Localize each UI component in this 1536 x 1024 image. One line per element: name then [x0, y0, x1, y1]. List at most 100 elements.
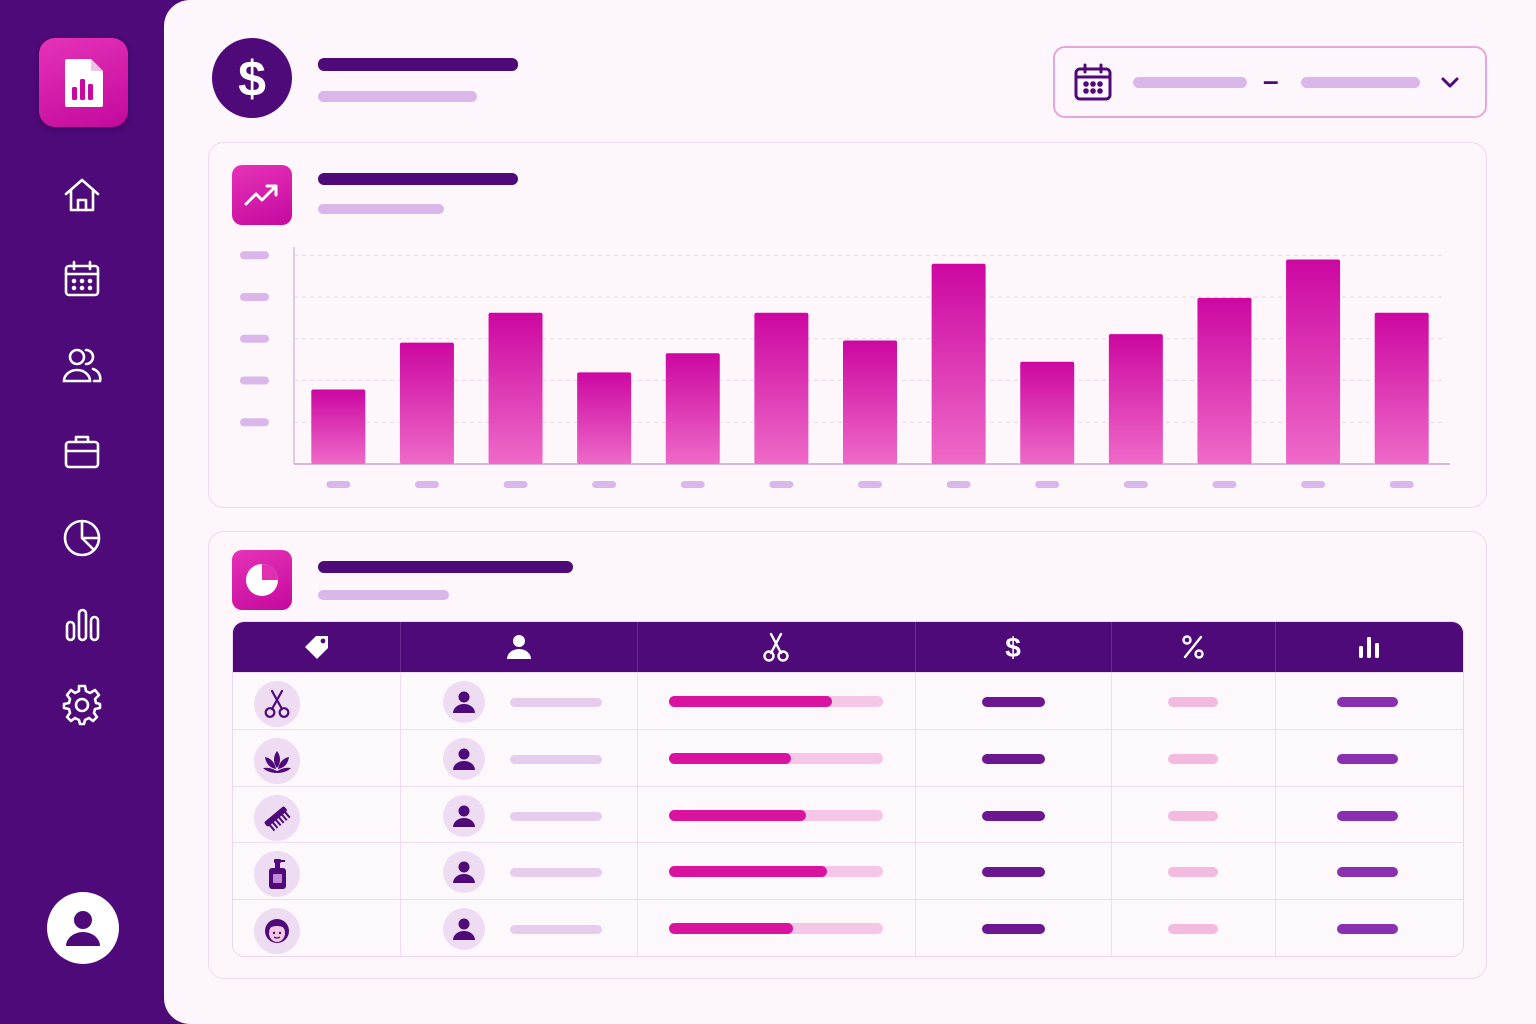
y-tick-label [240, 251, 269, 260]
app-logo[interactable] [39, 38, 128, 127]
column-header-revenue[interactable]: $ [915, 622, 1112, 672]
chart-bar[interactable] [754, 312, 809, 464]
stylist-icon [453, 748, 475, 770]
calendar-icon [64, 260, 100, 297]
column-divider [637, 672, 638, 956]
user-icon [506, 635, 531, 659]
service-share-bar [669, 752, 883, 764]
svg-text:$: $ [238, 51, 266, 105]
chart-bar[interactable] [1374, 312, 1429, 464]
x-tick-label [592, 481, 617, 488]
stylist-icon [453, 861, 475, 884]
table-row[interactable] [233, 899, 1463, 956]
bar-chart-icon [1359, 637, 1379, 658]
column-header-trend[interactable] [1275, 622, 1463, 672]
column-header-stylist[interactable] [400, 622, 638, 672]
stylist-icon [453, 918, 475, 941]
sidebar-item-clients[interactable] [58, 341, 106, 389]
table-row[interactable] [233, 842, 1463, 899]
table-title-placeholder [318, 561, 573, 573]
x-tick-label [858, 481, 882, 488]
column-header-percent[interactable] [1111, 622, 1276, 672]
service-share-bar [669, 809, 883, 821]
chart-bar[interactable] [665, 353, 720, 464]
stylist-avatar [443, 908, 485, 951]
y-tick-label [240, 418, 269, 427]
service-share-bar [669, 923, 883, 935]
service-share-fill [669, 696, 832, 707]
pie-chart-icon [63, 519, 101, 557]
column-divider [915, 672, 916, 956]
comb-icon [262, 803, 292, 833]
chart-bar[interactable] [931, 263, 986, 464]
chart-bar[interactable] [577, 372, 632, 464]
revenue-badge: $ [212, 38, 292, 118]
chart-bar[interactable] [488, 312, 543, 464]
x-tick-label [1035, 481, 1060, 488]
scissors-icon [263, 689, 291, 719]
chart-bar[interactable] [399, 342, 454, 464]
user-avatar-icon [66, 911, 100, 946]
column-divider [1111, 672, 1112, 956]
sidebar-item-home[interactable] [58, 171, 106, 219]
trend-value-placeholder [1337, 867, 1398, 878]
stylist-icon [453, 805, 475, 827]
sidebar-item-products[interactable] [58, 427, 106, 475]
chevron-down-icon[interactable] [1439, 72, 1461, 92]
percent-value-placeholder [1168, 924, 1218, 935]
table-row[interactable] [233, 672, 1463, 729]
table-row[interactable] [233, 728, 1463, 786]
sidebar-item-calendar[interactable] [58, 255, 106, 303]
date-range-picker[interactable]: – [1053, 46, 1487, 118]
gear-icon [62, 684, 102, 726]
revenue-card-icon [232, 165, 292, 225]
trend-value-placeholder [1337, 753, 1398, 764]
sidebar-item-reports[interactable] [58, 514, 106, 562]
column-divider [400, 672, 401, 956]
service-icon [254, 737, 300, 784]
date-start-placeholder [1133, 77, 1247, 88]
x-tick-label [680, 481, 705, 488]
calendar-icon [1074, 63, 1112, 101]
service-share-fill [669, 923, 794, 935]
revenue-chart-card [208, 142, 1487, 508]
revenue-bar-chart [240, 247, 1450, 488]
lotus-icon [261, 748, 293, 774]
stylist-avatar [443, 737, 485, 780]
revenue-value-placeholder [982, 753, 1045, 764]
chart-bar[interactable] [843, 340, 897, 464]
sidebar-item-analytics[interactable] [58, 600, 106, 648]
chart-bar[interactable] [1108, 334, 1163, 464]
column-header-service[interactable] [233, 622, 401, 672]
sidebar [0, 0, 166, 1024]
dollar-icon: $ [1005, 632, 1021, 662]
trend-value-placeholder [1337, 697, 1398, 707]
table-header: $ [233, 622, 1463, 672]
stylist-icon [453, 691, 475, 713]
stylist-name-placeholder [510, 811, 602, 821]
chart-bar[interactable] [1286, 259, 1341, 464]
y-tick-label [240, 376, 269, 385]
services-card: $ [208, 531, 1487, 979]
stylist-name-placeholder [510, 698, 602, 707]
x-tick-label [769, 481, 794, 488]
chart-bar[interactable] [1197, 297, 1252, 464]
percent-icon [1182, 635, 1204, 659]
revenue-value-placeholder [982, 697, 1045, 707]
service-icon [254, 794, 300, 841]
service-icon [254, 908, 300, 955]
percent-value-placeholder [1168, 867, 1218, 878]
percent-value-placeholder [1168, 697, 1218, 707]
sidebar-item-settings[interactable] [58, 681, 106, 729]
column-divider [1275, 672, 1276, 956]
chart-bar[interactable] [1020, 361, 1075, 464]
service-share-fill [669, 752, 791, 764]
chart-bar[interactable] [311, 389, 366, 464]
briefcase-icon [64, 435, 100, 469]
user-avatar-button[interactable] [47, 892, 119, 964]
table-row[interactable] [233, 785, 1463, 843]
column-header-services[interactable] [637, 622, 916, 672]
x-tick-label [946, 481, 971, 488]
scissors-icon [763, 632, 789, 662]
page-subtitle-placeholder [318, 91, 477, 102]
